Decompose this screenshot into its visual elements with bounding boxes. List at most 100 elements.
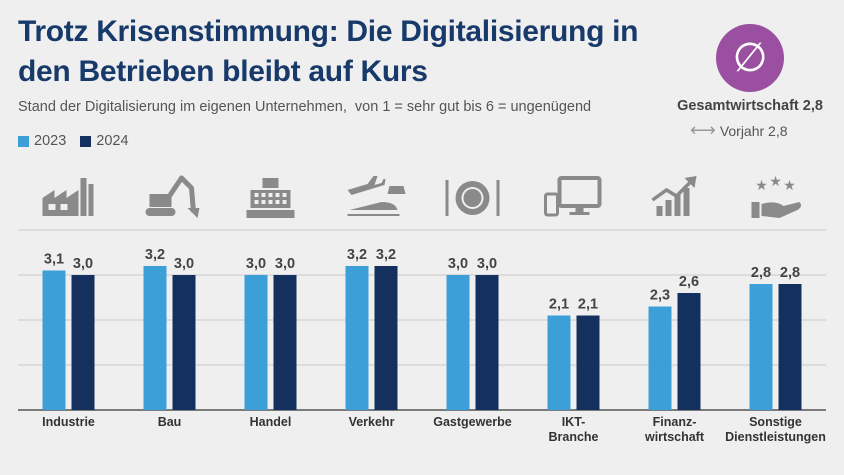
car-shape: [387, 186, 406, 194]
star-icon: ★: [783, 178, 796, 194]
category-label: Handel: [250, 415, 292, 429]
tablet: [544, 192, 559, 217]
chart-title: Trotz Krisenstimmung: Die Digitalisierun…: [18, 15, 639, 88]
value-label: 2,8: [751, 265, 771, 281]
bar-2023: [143, 266, 167, 410]
value-label: 3,0: [73, 256, 93, 272]
category-label: Sonstige Dienstleistungen: [725, 415, 826, 444]
average-symbol-icon: ∅: [732, 36, 768, 80]
value-label: 3,0: [448, 256, 468, 272]
growth-bar: [656, 206, 663, 216]
bar-2024: [475, 275, 499, 410]
stars-hand-icon: ★ ★ ★: [751, 174, 802, 218]
bar-2024: [677, 293, 701, 410]
bar-2024: [172, 275, 196, 410]
category-label-line: Verkehr: [349, 415, 395, 429]
legend-label-2024: 2024: [96, 133, 129, 149]
hand-cuff: [751, 202, 760, 218]
average-badge: ∅: [716, 24, 784, 92]
category-label: Verkehr: [349, 415, 395, 429]
category-label-line: Dienstleistungen: [725, 430, 826, 444]
star-icon: ★: [769, 174, 782, 190]
computer-icon: [544, 176, 602, 217]
category-label-line: Bau: [158, 415, 182, 429]
plate-center: [463, 189, 482, 207]
category-group: 3,0 3,0 Handel: [244, 178, 297, 429]
register-key: [275, 200, 280, 204]
category-label-line: Finanz-: [653, 415, 697, 429]
category-label: Industrie: [42, 415, 95, 429]
hand-palm: [761, 202, 802, 218]
value-label: 3,0: [174, 256, 194, 272]
monitor-stand: [575, 206, 584, 212]
bar-2024: [71, 275, 95, 410]
category-group: 3,2 3,0 Bau: [143, 175, 200, 429]
monitor: [557, 176, 602, 208]
factory-window: [60, 204, 68, 210]
legend-item-2024: 2024: [80, 133, 129, 149]
bar-2024: [576, 315, 600, 410]
excavator-track: [145, 208, 176, 216]
category-label: Bau: [158, 415, 182, 429]
category-label-line: Industrie: [42, 415, 95, 429]
value-label: 3,0: [246, 256, 266, 272]
chart-subtitle: Stand der Digitalisierung im eigenen Unt…: [18, 99, 592, 115]
fork: [445, 180, 449, 216]
category-label-line: Sonstige: [749, 415, 802, 429]
register-drawer: [246, 210, 295, 218]
register-key: [282, 193, 287, 197]
factory-chimney: [88, 184, 94, 216]
plate-cutlery-icon: [445, 180, 500, 216]
value-label: 3,2: [145, 247, 165, 263]
train-shape: [349, 202, 398, 210]
value-label: 3,2: [376, 247, 396, 263]
factory-chimney: [80, 178, 87, 216]
growth-arrow-line: [651, 178, 694, 202]
legend: 2023 2024: [18, 133, 129, 149]
bar-2023: [42, 270, 66, 410]
bar-2023: [345, 266, 369, 410]
bar-2023: [547, 315, 571, 410]
overall-economy-label: Gesamtwirtschaft 2,8: [677, 98, 823, 114]
growth-bar: [665, 200, 672, 216]
excavator-arm: [167, 175, 196, 213]
value-label: 3,0: [275, 256, 295, 272]
category-label-line: Branche: [548, 430, 598, 444]
register-key: [261, 200, 266, 204]
legend-label-2023: 2023: [34, 133, 67, 149]
category-group: 3,1 3,0 Industrie: [42, 178, 95, 429]
double-arrow-icon: ⟷: [690, 120, 716, 140]
value-label: 2,8: [780, 265, 800, 281]
value-label: 3,1: [44, 252, 64, 268]
cash-register-icon: [246, 178, 295, 218]
category-label-line: IKT-: [562, 415, 586, 429]
register-key: [254, 193, 259, 197]
value-label: 2,1: [549, 297, 569, 313]
register-key: [268, 200, 273, 204]
excavator-icon: [145, 175, 200, 218]
factory-icon: [42, 178, 94, 216]
legend-swatch-2023: [18, 135, 29, 147]
excavator-bucket: [187, 208, 200, 218]
bar-2023: [749, 284, 773, 410]
knife: [496, 180, 500, 216]
register-key: [254, 200, 259, 204]
register-display: [262, 178, 279, 188]
airplane-shape: [347, 176, 386, 195]
value-label: 2,1: [578, 297, 598, 313]
category-label-line: Handel: [250, 415, 292, 429]
monitor-base: [569, 212, 590, 215]
category-label-line: Gastgewerbe: [433, 415, 512, 429]
legend-swatch-2024: [80, 135, 92, 147]
category-label-line: wirtschaft: [644, 430, 705, 444]
value-label: 2,6: [679, 274, 699, 290]
growth-arrow-head: [684, 176, 697, 188]
register-key: [261, 193, 266, 197]
value-label: 3,2: [347, 247, 367, 263]
bar-2024: [374, 266, 398, 410]
category-group: 2,1 2,1 IKT-Branche: [544, 176, 602, 444]
previous-year-label: Vorjahr 2,8: [719, 122, 788, 139]
category-label: Gastgewerbe: [433, 415, 512, 429]
category-label: IKT-Branche: [548, 415, 598, 444]
